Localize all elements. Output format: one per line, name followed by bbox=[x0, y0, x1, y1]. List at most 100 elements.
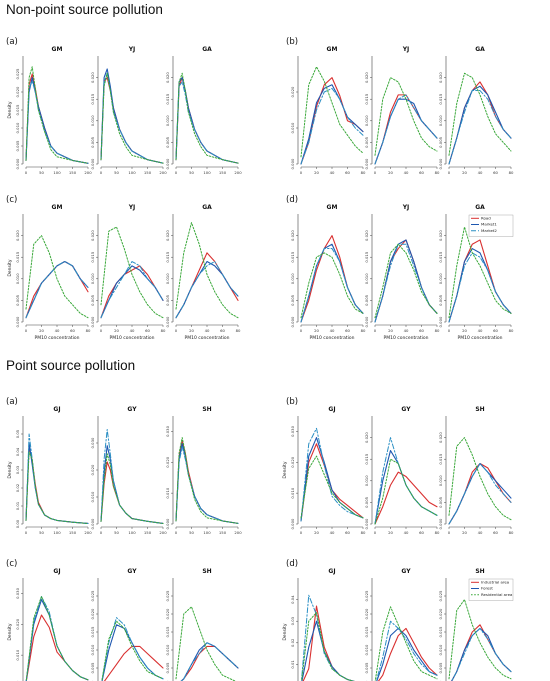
series-line-teal bbox=[300, 87, 364, 165]
legend-label: Forest bbox=[481, 586, 493, 591]
y-tick-label: 0.02 bbox=[290, 638, 295, 647]
y-tick-label: 0.020 bbox=[290, 86, 295, 97]
y-tick-label: 0.015 bbox=[15, 104, 20, 115]
x-tick-label: 100 bbox=[203, 170, 211, 175]
series-line-blue bbox=[376, 627, 438, 681]
series-line-blue bbox=[301, 620, 355, 681]
series-line-blue bbox=[451, 627, 512, 681]
series-line-green bbox=[374, 458, 438, 525]
series-line-green bbox=[448, 437, 512, 521]
series-line-green bbox=[175, 72, 239, 164]
x-tick-label: 80 bbox=[435, 530, 440, 535]
series-line-red bbox=[377, 627, 438, 681]
series-line-green bbox=[25, 66, 89, 164]
y-axis-title: Density bbox=[282, 461, 288, 478]
x-tick-label: 200 bbox=[234, 170, 242, 175]
series-line-teal bbox=[374, 243, 438, 323]
x-tick-label: 80 bbox=[435, 328, 440, 333]
series-line-teal bbox=[175, 81, 239, 164]
x-tick-label: 80 bbox=[361, 170, 366, 175]
x-tick-label: 0 bbox=[448, 530, 451, 535]
panel-group-label: (c) bbox=[6, 559, 17, 569]
x-tick-label: 100 bbox=[128, 530, 136, 535]
y-tick-label: 0.010 bbox=[165, 115, 170, 126]
y-tick-label: 0.025 bbox=[438, 590, 443, 601]
series-line-teal bbox=[451, 627, 512, 681]
series-line-teal bbox=[300, 427, 364, 522]
y-tick-label: 0.02 bbox=[15, 483, 20, 492]
y-tick-label: 0.030 bbox=[165, 425, 170, 436]
x-tick-label: 0 bbox=[374, 328, 377, 333]
panel-site-title: GY bbox=[401, 406, 411, 413]
x-axis-title: PM10 concentration bbox=[35, 335, 80, 341]
y-tick-label: 0.020 bbox=[165, 456, 170, 467]
series-line-red bbox=[448, 239, 512, 323]
x-tick-label: 60 bbox=[70, 328, 75, 333]
panel-site-title: GM bbox=[52, 46, 63, 53]
x-tick-label: 20 bbox=[189, 328, 194, 333]
y-tick-label: 0.03 bbox=[15, 465, 20, 474]
y-tick-label: 0.010 bbox=[364, 475, 369, 486]
y-tick-label: 0.020 bbox=[165, 608, 170, 619]
y-tick-label: 0.005 bbox=[364, 662, 369, 673]
x-tick-label: 0 bbox=[300, 170, 303, 175]
series-line-teal bbox=[448, 90, 512, 165]
series-line-green bbox=[101, 620, 164, 681]
series-line-teal bbox=[448, 252, 512, 323]
x-tick-label: 0 bbox=[25, 328, 28, 333]
y-tick-label: 0.000 bbox=[165, 158, 170, 169]
y-tick-label: 0.000 bbox=[15, 158, 20, 169]
series-line-teal bbox=[101, 617, 164, 681]
panel-site-title: YJ bbox=[128, 46, 136, 53]
y-tick-label: 0.020 bbox=[165, 230, 170, 241]
series-line-red bbox=[300, 77, 364, 165]
x-tick-label: 150 bbox=[219, 530, 227, 535]
y-tick-label: 0.025 bbox=[90, 590, 95, 601]
x-tick-label: 60 bbox=[493, 170, 498, 175]
x-tick-label: 20 bbox=[388, 328, 393, 333]
x-tick-label: 50 bbox=[189, 530, 194, 535]
y-tick-label: 0.005 bbox=[90, 136, 95, 147]
x-tick-label: 80 bbox=[509, 328, 514, 333]
panel-site-title: GM bbox=[327, 46, 338, 53]
y-tick-label: 0.020 bbox=[438, 432, 443, 443]
series-line-green bbox=[300, 66, 364, 158]
x-tick-label: 0 bbox=[175, 170, 178, 175]
y-tick-label: 0.010 bbox=[15, 649, 20, 660]
series-line-teal bbox=[180, 642, 239, 681]
y-tick-label: 0.020 bbox=[90, 608, 95, 619]
y-tick-label: 0.015 bbox=[438, 251, 443, 262]
series-line-teal bbox=[100, 261, 164, 319]
x-tick-label: 80 bbox=[509, 530, 514, 535]
series-line-teal bbox=[175, 446, 239, 524]
y-tick-label: 0.005 bbox=[90, 294, 95, 305]
x-tick-label: 20 bbox=[388, 170, 393, 175]
panel-site-title: GM bbox=[327, 204, 338, 211]
x-tick-label: 40 bbox=[330, 328, 335, 333]
series-line-red bbox=[25, 260, 89, 319]
panel-site-title: GJ bbox=[328, 406, 335, 413]
x-tick-label: 40 bbox=[330, 170, 335, 175]
y-tick-label: 0.015 bbox=[438, 626, 443, 637]
y-tick-label: 0.000 bbox=[438, 316, 443, 327]
x-tick-label: 150 bbox=[69, 170, 77, 175]
series-line-green bbox=[300, 455, 364, 519]
y-tick-label: 0.005 bbox=[165, 294, 170, 305]
y-tick-label: 0.020 bbox=[90, 464, 95, 475]
y-tick-label: 0.010 bbox=[438, 644, 443, 655]
y-tick-label: 0.000 bbox=[15, 316, 20, 327]
y-tick-label: 0.04 bbox=[290, 595, 295, 604]
x-tick-label: 0 bbox=[300, 328, 303, 333]
panel-group-label: (a) bbox=[6, 37, 18, 47]
y-tick-label: 0.010 bbox=[290, 273, 295, 284]
x-tick-label: 40 bbox=[55, 328, 60, 333]
y-tick-label: 0.030 bbox=[290, 425, 295, 436]
x-tick-label: 60 bbox=[345, 170, 350, 175]
series-line-red bbox=[448, 81, 512, 165]
x-tick-label: 40 bbox=[478, 170, 483, 175]
y-tick-label: 0.015 bbox=[290, 251, 295, 262]
x-tick-label: 40 bbox=[478, 328, 483, 333]
x-tick-label: 40 bbox=[404, 530, 409, 535]
y-tick-label: 0.010 bbox=[15, 122, 20, 133]
x-tick-label: 20 bbox=[462, 530, 467, 535]
